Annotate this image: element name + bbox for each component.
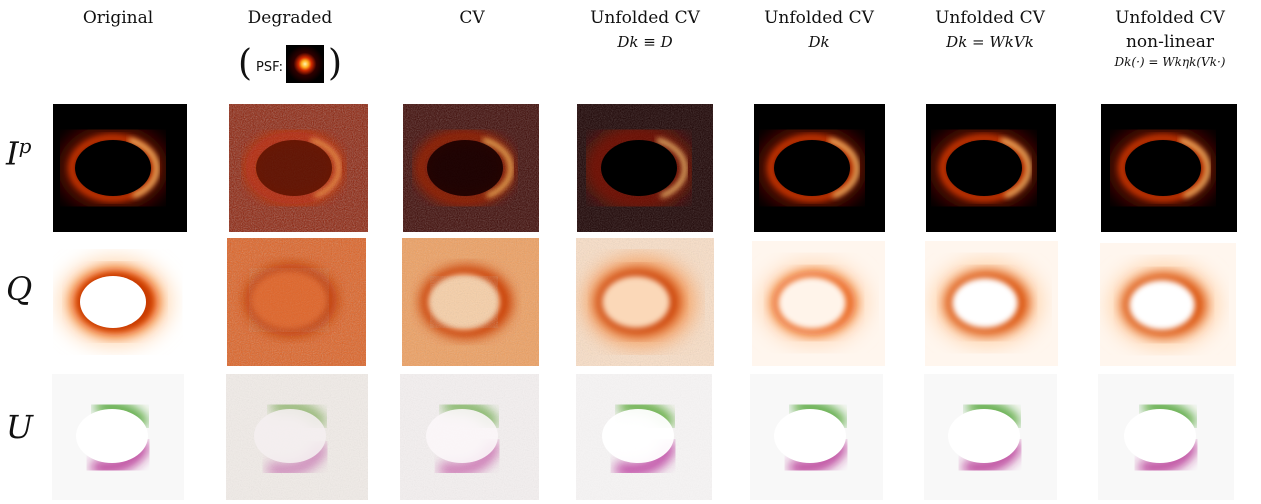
panel-ip-unfolded-dk xyxy=(754,104,885,232)
column-subtitle: Dk xyxy=(808,33,830,51)
column-title: Unfolded CV xyxy=(935,8,1045,28)
panel-ip-degraded xyxy=(229,104,368,232)
panel-u-cv xyxy=(400,374,539,500)
panel-ip-unfolded-wv xyxy=(926,104,1056,232)
panel-u-degraded xyxy=(226,374,368,500)
panel-u-unfolded-dk xyxy=(750,374,883,500)
column-title: Unfolded CV xyxy=(590,8,700,28)
column-header-cv: CV xyxy=(402,6,542,30)
column-title: Unfolded CV xyxy=(764,8,874,28)
psf-inset: ( PSF: ) xyxy=(225,36,355,92)
panel-u-unfolded-wv xyxy=(924,374,1057,500)
panel-q-original xyxy=(53,238,187,366)
column-header-degraded: Degraded xyxy=(220,6,360,30)
panel-q-degraded xyxy=(227,238,366,366)
panel-ip-cv xyxy=(403,104,539,232)
row-label-u: U xyxy=(6,408,33,446)
column-header-unfolded-dk: Unfolded CV Dk xyxy=(749,6,889,54)
row-label-superscript: p xyxy=(18,134,32,158)
psf-open-paren: ( xyxy=(237,43,253,84)
panel-q-unfolded-shared xyxy=(576,238,714,366)
column-title: Original xyxy=(82,8,154,28)
psf-image xyxy=(285,45,324,83)
column-formula: Dk(·) = Wkηk(Vk·) xyxy=(1114,55,1226,69)
panel-ip-unfolded-shared xyxy=(577,104,713,232)
column-title: Unfolded CV xyxy=(1115,8,1225,28)
column-title: CV xyxy=(459,8,485,28)
row-label-ip: Ip xyxy=(6,134,32,173)
panel-q-unfolded-wv xyxy=(925,241,1058,366)
panel-ip-unfolded-nonlinear xyxy=(1101,104,1237,232)
psf-label: PSF: xyxy=(256,59,283,75)
column-header-original: Original xyxy=(48,6,188,30)
column-header-unfolded-nonlinear: Unfolded CV non-linear Dk(·) = Wkηk(Vk·) xyxy=(1100,6,1240,70)
panel-u-unfolded-nonlinear xyxy=(1098,374,1234,500)
panel-q-cv xyxy=(402,238,539,366)
column-subtitle: non-linear xyxy=(1125,32,1215,52)
panel-u-unfolded-shared xyxy=(576,374,712,500)
column-subtitle: Dk = WkVk xyxy=(946,33,1034,51)
panel-ip-original xyxy=(53,104,187,232)
panel-u-original xyxy=(52,374,184,500)
panel-q-unfolded-nonlinear xyxy=(1100,243,1236,366)
column-subtitle: Dk ≡ D xyxy=(617,33,673,51)
column-title: Degraded xyxy=(247,8,333,28)
row-label-q: Q xyxy=(6,270,33,308)
psf-close-paren: ) xyxy=(327,43,343,84)
column-header-unfolded-shared: Unfolded CV Dk ≡ D xyxy=(575,6,715,54)
column-header-unfolded-wv: Unfolded CV Dk = WkVk xyxy=(920,6,1060,54)
panel-q-unfolded-dk xyxy=(752,241,885,366)
